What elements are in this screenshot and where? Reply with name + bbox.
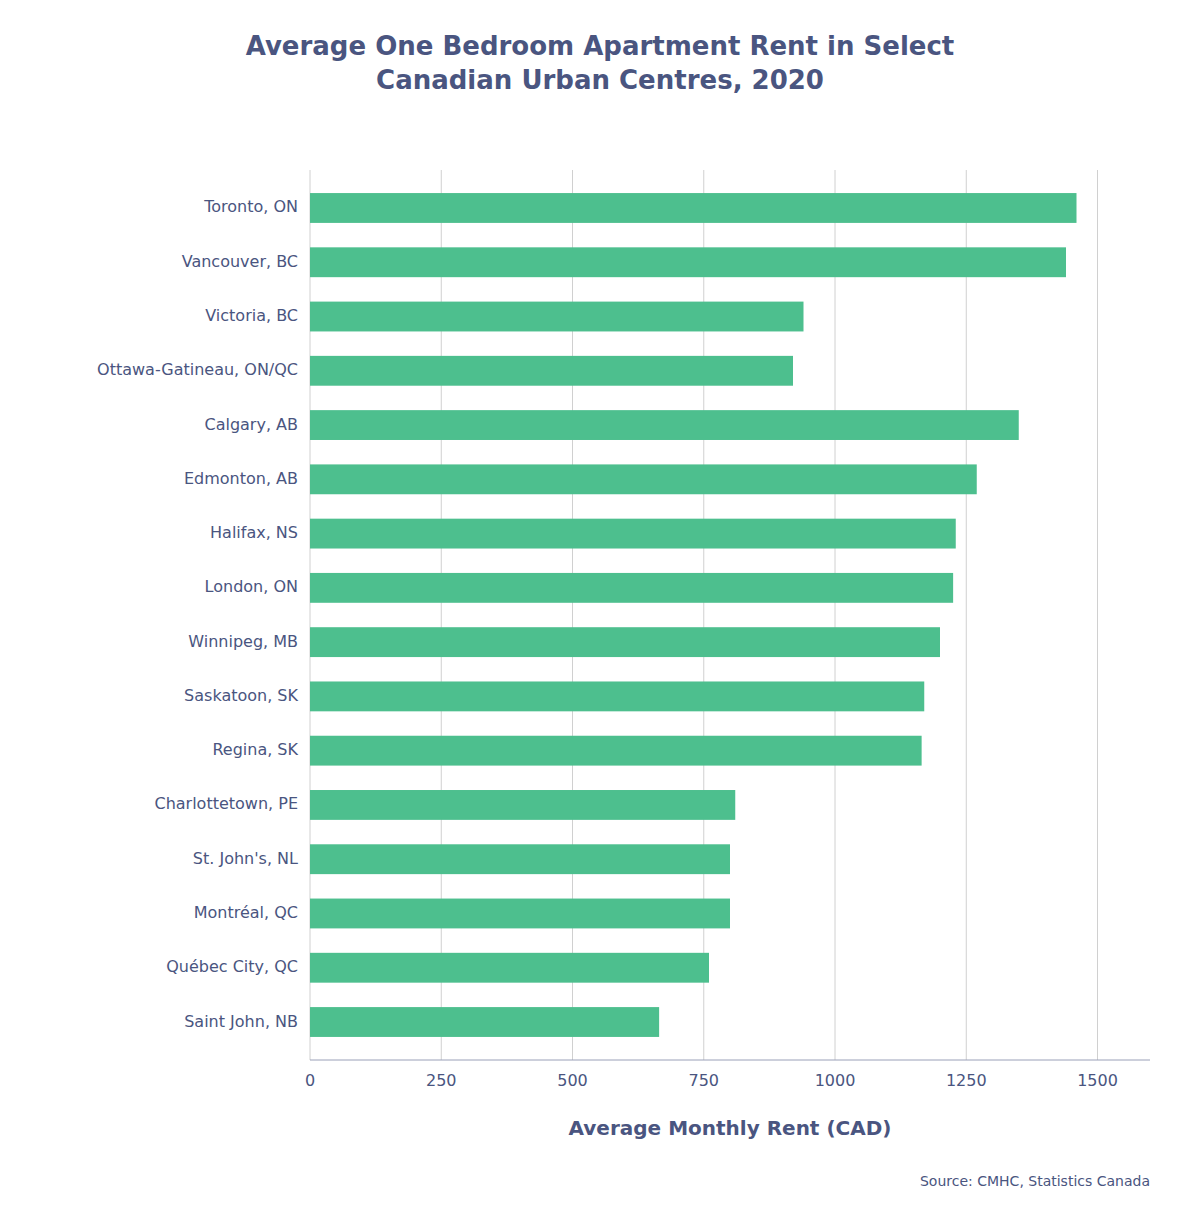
bar xyxy=(310,953,709,983)
bar xyxy=(310,844,730,874)
y-tick-label: Montréal, QC xyxy=(194,903,298,922)
bar xyxy=(310,247,1066,277)
grid-line xyxy=(1097,170,1098,1060)
bar xyxy=(310,790,735,820)
bar xyxy=(310,519,956,549)
grid-line xyxy=(835,170,836,1060)
x-tick-label: 750 xyxy=(688,1071,719,1090)
bar xyxy=(310,681,924,711)
bar xyxy=(310,464,977,494)
grid xyxy=(310,170,1098,1060)
grid-line xyxy=(966,170,967,1060)
bar xyxy=(310,193,1077,223)
chart-container: Average One Bedroom Apartment Rent in Se… xyxy=(0,0,1200,1216)
x-tick-label: 500 xyxy=(557,1071,588,1090)
y-tick-label: Winnipeg, MB xyxy=(188,632,298,651)
background xyxy=(0,0,1200,1216)
bar xyxy=(310,410,1019,440)
bars xyxy=(310,193,1077,1037)
bar xyxy=(310,356,793,386)
x-tick-label: 1500 xyxy=(1077,1071,1118,1090)
y-tick-label: Halifax, NS xyxy=(210,523,298,542)
x-tick-label: 1000 xyxy=(815,1071,856,1090)
y-tick-label: Charlottetown, PE xyxy=(154,794,298,813)
y-tick-label: Toronto, ON xyxy=(203,197,298,216)
y-tick-label: Ottawa-Gatineau, ON/QC xyxy=(97,360,298,379)
y-tick-label: Regina, SK xyxy=(212,740,298,759)
x-axis-line xyxy=(310,1060,1150,1061)
bar xyxy=(310,627,940,657)
y-tick-label: Québec City, QC xyxy=(166,957,298,976)
source-note: Source: CMHC, Statistics Canada xyxy=(920,1173,1150,1189)
y-tick-label: Saint John, NB xyxy=(184,1012,298,1031)
y-tick-label: Saskatoon, SK xyxy=(184,686,298,705)
x-axis-label: Average Monthly Rent (CAD) xyxy=(569,1116,892,1140)
y-tick-label: London, ON xyxy=(205,577,298,596)
bar xyxy=(310,302,804,332)
y-tick-label: St. John's, NL xyxy=(193,849,298,868)
x-tick-label: 250 xyxy=(426,1071,457,1090)
y-tick-label: Victoria, BC xyxy=(205,306,298,325)
bar xyxy=(310,899,730,929)
y-tick-label: Calgary, AB xyxy=(204,415,298,434)
bar xyxy=(310,1007,659,1037)
title-line: Canadian Urban Centres, 2020 xyxy=(376,65,824,95)
x-tick-label: 1250 xyxy=(946,1071,987,1090)
y-tick-label: Vancouver, BC xyxy=(182,252,298,271)
title-line: Average One Bedroom Apartment Rent in Se… xyxy=(246,31,955,61)
chart-svg: Average One Bedroom Apartment Rent in Se… xyxy=(0,0,1200,1216)
y-tick-label: Edmonton, AB xyxy=(184,469,298,488)
x-tick-label: 0 xyxy=(305,1071,315,1090)
title: Average One Bedroom Apartment Rent in Se… xyxy=(246,31,955,95)
bar xyxy=(310,736,922,766)
bar xyxy=(310,573,953,603)
